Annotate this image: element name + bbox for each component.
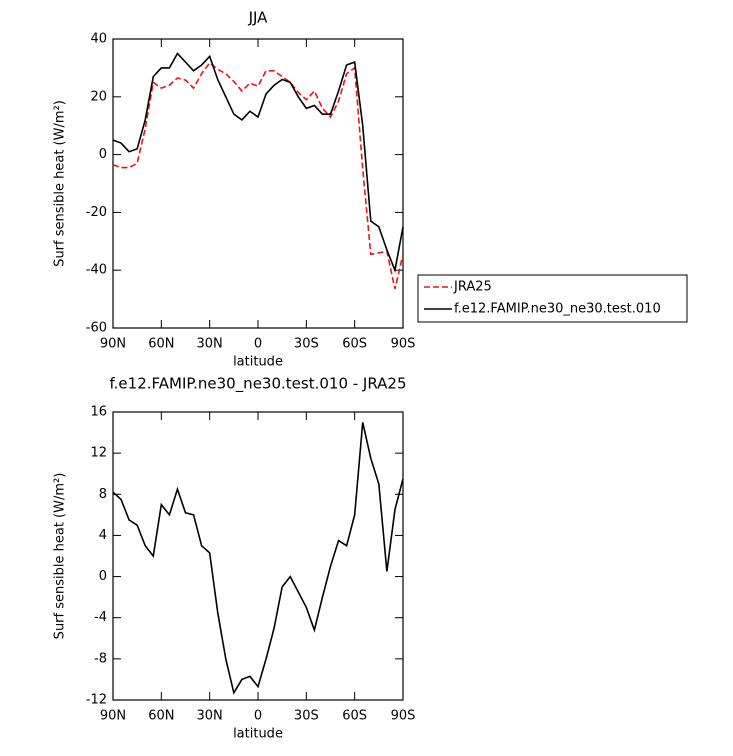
x-tick-label: 60N xyxy=(148,709,174,724)
x-tick-label: 60N xyxy=(148,337,174,352)
x-tick-label: 90N xyxy=(100,709,126,724)
x-tick-label: 30N xyxy=(197,709,223,724)
x-tick-label: 90S xyxy=(391,709,416,724)
x-tick-label: 60S xyxy=(342,709,367,724)
legend-label: JRA25 xyxy=(453,280,492,295)
y-axis-label: Surf sensible heat (W/m²) xyxy=(53,100,68,267)
y-tick-label: 4 xyxy=(99,528,107,543)
chart-title: f.e12.FAMIP.ne30_ne30.test.010 - JRA25 xyxy=(109,375,406,394)
y-tick-label: -4 xyxy=(94,610,107,625)
x-tick-label: 0 xyxy=(254,337,262,352)
y-tick-label: -12 xyxy=(86,693,107,708)
y-tick-label: 8 xyxy=(99,487,107,502)
x-axis-label: latitude xyxy=(233,727,283,742)
y-tick-label: -20 xyxy=(86,205,107,220)
x-tick-label: 0 xyxy=(254,709,262,724)
plot-frame xyxy=(112,38,404,329)
y-tick-label: -60 xyxy=(86,321,107,336)
x-axis-label: latitude xyxy=(233,355,283,370)
x-tick-label: 90N xyxy=(100,337,126,352)
y-tick-label: 0 xyxy=(99,147,107,162)
y-tick-label: -8 xyxy=(94,651,107,666)
x-tick-label: 30S xyxy=(294,709,319,724)
x-tick-label: 30N xyxy=(197,337,223,352)
y-tick-label: 12 xyxy=(90,446,107,461)
y-tick-label: 0 xyxy=(99,569,107,584)
chart-title: JJA xyxy=(248,9,269,27)
series-line xyxy=(112,422,404,695)
y-tick-label: 40 xyxy=(90,32,107,47)
legend-label: f.e12.FAMIP.ne30_ne30.test.010 xyxy=(454,302,661,317)
x-tick-label: 30S xyxy=(294,337,319,352)
x-tick-label: 90S xyxy=(391,337,416,352)
y-tick-label: 16 xyxy=(90,405,107,420)
y-axis-label: Surf sensible heat (W/m²) xyxy=(53,473,68,640)
series-line xyxy=(112,52,404,274)
legend-box xyxy=(417,274,688,323)
y-tick-label: -40 xyxy=(86,263,107,278)
x-tick-label: 60S xyxy=(342,337,367,352)
y-tick-label: 20 xyxy=(90,89,107,104)
